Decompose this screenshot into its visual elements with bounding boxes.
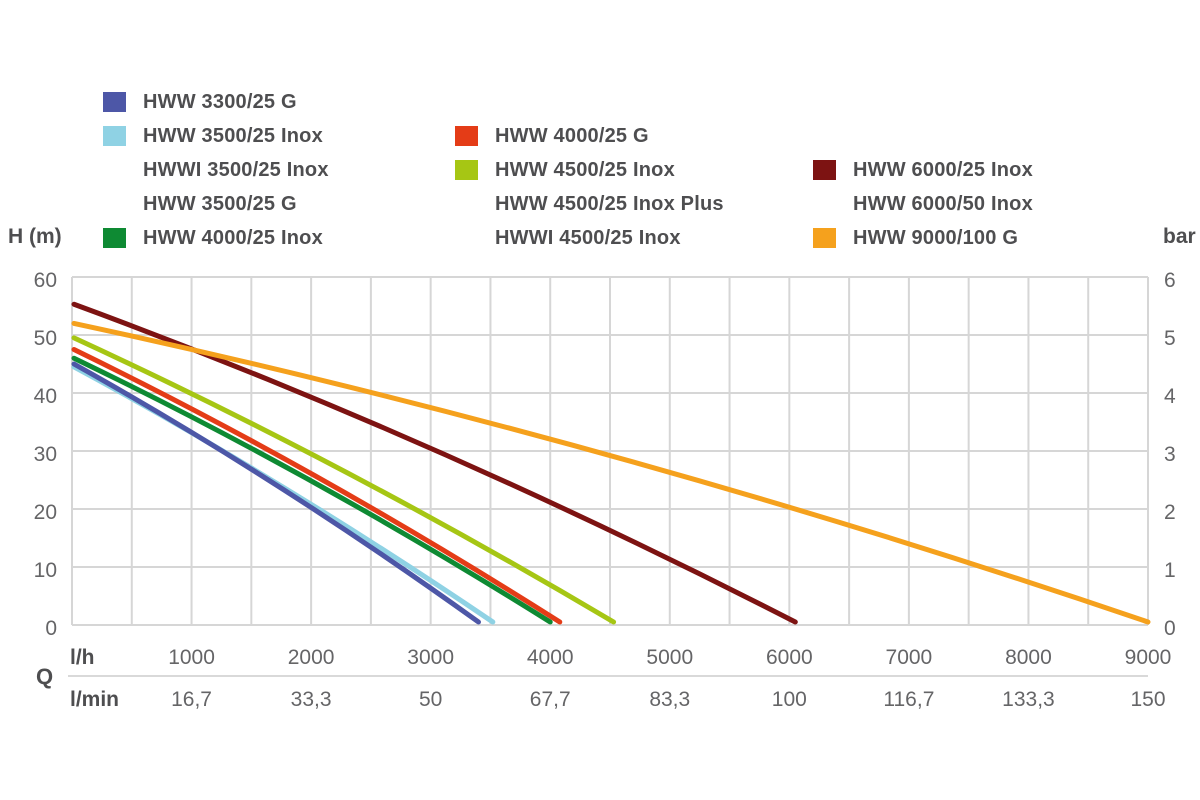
tick-label: 4000 xyxy=(526,646,574,669)
tick-label: 7000 xyxy=(885,646,933,669)
legend-label: HWW 3300/25 G xyxy=(143,90,297,113)
legend-label: HWW 4000/25 G xyxy=(495,124,649,147)
x-axis-lmin-label: l/min xyxy=(70,688,120,711)
tick-label: 4 xyxy=(1164,385,1176,408)
tick-label: 20 xyxy=(33,501,57,524)
legend-label: HWW 4000/25 Inox xyxy=(143,226,323,249)
legend-item: HWW 3500/25 Inox xyxy=(103,119,323,153)
legend-item: HWWI 3500/25 Inox xyxy=(103,153,329,187)
pump-curve xyxy=(71,301,798,625)
tick-label: 67,7 xyxy=(529,688,571,711)
legend-label: HWWI 4500/25 Inox xyxy=(495,226,681,249)
legend-item: HWW 4500/25 Inox Plus xyxy=(455,187,724,221)
x-axis-row-divider xyxy=(68,675,1148,677)
tick-label: 116,7 xyxy=(883,688,935,711)
legend-item: HWW 6000/25 Inox xyxy=(813,153,1033,187)
x-axis-lh-label: l/h xyxy=(70,646,95,669)
pump-curve xyxy=(71,361,481,625)
legend-swatch-icon xyxy=(103,92,126,112)
legend-item: HWW 4000/25 Inox xyxy=(103,221,323,255)
y-axis-right-label: bar xyxy=(1163,225,1196,248)
x-axis-q-label: Q xyxy=(36,664,54,689)
tick-label: 5 xyxy=(1164,327,1176,350)
legend-label: HWW 6000/50 Inox xyxy=(853,192,1033,215)
legend-item: HWW 3500/25 G xyxy=(103,187,297,221)
tick-label: 3 xyxy=(1164,443,1176,466)
legend-label: HWW 4500/25 Inox xyxy=(495,158,675,181)
tick-label: 83,3 xyxy=(649,688,691,711)
legend-item: HWW 9000/100 G xyxy=(813,221,1018,255)
legend-label: HWW 9000/100 G xyxy=(853,226,1019,249)
tick-label: 10 xyxy=(33,559,57,582)
tick-label: 40 xyxy=(33,385,57,408)
legend-item: HWW 4500/25 Inox xyxy=(455,153,675,187)
tick-label: 6 xyxy=(1164,269,1176,292)
pump-curve xyxy=(71,335,617,625)
legend-label: HWW 3500/25 Inox xyxy=(143,124,323,147)
legend-label: HWW 4500/25 Inox Plus xyxy=(495,192,724,215)
tick-label: 60 xyxy=(33,269,57,292)
tick-label: 2 xyxy=(1164,501,1176,524)
legend-label: HWW 3500/25 G xyxy=(143,192,297,215)
tick-label: 1000 xyxy=(168,646,215,669)
tick-label: 6000 xyxy=(765,646,813,669)
legend-item: HWW 4000/25 G xyxy=(455,119,649,153)
legend-swatch-icon xyxy=(813,160,836,180)
pump-curve xyxy=(71,355,553,625)
tick-label: 0 xyxy=(45,617,57,640)
legend-swatch-icon xyxy=(103,228,126,248)
tick-label: 133,3 xyxy=(1002,688,1055,711)
legend-swatch-icon xyxy=(103,126,126,146)
legend-label: HWWI 3500/25 Inox xyxy=(143,158,329,181)
tick-label: 5000 xyxy=(646,646,694,669)
tick-label: 100 xyxy=(771,688,807,711)
legend-item: HWWI 4500/25 Inox xyxy=(455,221,681,255)
legend-item: HWW 6000/50 Inox xyxy=(813,187,1033,221)
tick-label: 16,7 xyxy=(171,688,212,711)
pump-curve xyxy=(71,320,1151,625)
tick-label: 0 xyxy=(1164,617,1176,640)
legend-swatch-icon xyxy=(455,160,478,180)
tick-label: 33,3 xyxy=(290,688,332,711)
tick-label: 8000 xyxy=(1005,646,1052,669)
legend-item: HWW 3300/25 G xyxy=(103,85,297,119)
tick-label: 9000 xyxy=(1124,646,1172,669)
tick-label: 50 xyxy=(33,327,57,350)
tick-label: 1 xyxy=(1164,559,1176,582)
legend-label: HWW 6000/25 Inox xyxy=(853,158,1033,181)
legend-swatch-icon xyxy=(455,126,478,146)
tick-label: 3000 xyxy=(407,646,455,669)
tick-label: 2000 xyxy=(287,646,335,669)
legend-swatch-icon xyxy=(813,228,836,248)
y-axis-left-label: H (m) xyxy=(8,225,62,248)
tick-label: 150 xyxy=(1130,688,1166,711)
pump-curve xyxy=(71,347,563,625)
tick-label: 50 xyxy=(418,688,443,711)
tick-label: 30 xyxy=(33,443,57,466)
